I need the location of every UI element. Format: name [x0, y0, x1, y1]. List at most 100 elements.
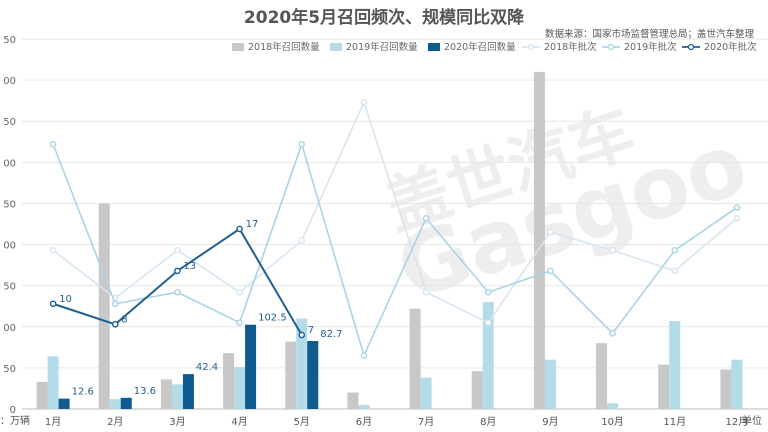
bar [720, 369, 732, 409]
series-line [52, 141, 738, 358]
watermark-logo: 盖世汽车 Gasgoo [377, 96, 758, 320]
line-point [609, 330, 616, 337]
legend-label: 2020年召回数量 [444, 41, 516, 53]
bar [182, 374, 194, 409]
x-tick-label: 1月 [45, 416, 61, 428]
line-point [298, 331, 306, 339]
bar [358, 404, 370, 409]
line-point [111, 321, 119, 328]
x-tick-label: 6月 [356, 416, 372, 428]
x-tick-label: 12月 [726, 416, 749, 428]
bar [160, 379, 172, 409]
bar [420, 377, 432, 409]
bar [98, 203, 110, 409]
x-axis: 1月 2月 3月 4月 5月 6月 7月 8月 9月 10月 11月 12月 [45, 416, 748, 428]
bar-data-label: 102.5 [258, 313, 287, 324]
bar [607, 403, 619, 409]
x-tick-label: 3月 [169, 416, 185, 428]
left-unit-label: ：万辆 [0, 414, 30, 427]
legend-marker [527, 43, 535, 51]
chart-title: 2020年5月召回频次、规模同比双降 [243, 8, 525, 28]
legend-label: 2018年批次 [544, 41, 597, 53]
line-point [422, 214, 430, 222]
y-axis: 50 00 50 00 50 00 50 00 50 0 [3, 35, 16, 416]
line-point [360, 99, 368, 106]
line-point [298, 140, 306, 148]
line-point [733, 214, 741, 222]
legend-swatch [232, 43, 244, 51]
x-tick-label: 8月 [480, 416, 496, 428]
line-point [671, 247, 679, 254]
line-point [547, 267, 554, 275]
bar-data-label: 12.6 [72, 387, 94, 398]
line-point [174, 288, 181, 296]
bar [109, 399, 121, 409]
line-point [49, 140, 57, 148]
x-tick-label: 5月 [294, 416, 310, 428]
line-data-label: 8 [121, 314, 127, 325]
y-tick-label: 00 [3, 241, 16, 252]
bar [482, 302, 494, 409]
line-point [422, 288, 430, 296]
line-data-label: 10 [59, 294, 72, 305]
bar [245, 324, 257, 409]
bar [669, 321, 681, 409]
line-point [671, 267, 679, 275]
series-line [52, 100, 738, 324]
line-point [174, 267, 181, 275]
bar [285, 341, 297, 409]
bar [47, 356, 59, 409]
legend-swatch [330, 43, 342, 51]
line-point [547, 228, 554, 236]
data-source-note: 数据来源：国家市场监督管理总局；盖世汽车整理 [544, 29, 754, 40]
bar-data-label: 42.4 [196, 362, 218, 373]
bar [36, 381, 48, 409]
line-point [236, 319, 243, 326]
line-point [236, 288, 243, 296]
x-tick-label: 4月 [231, 416, 247, 428]
gridlines [22, 38, 768, 410]
bar [120, 397, 132, 409]
bar [409, 308, 421, 409]
legend-label: 2020年批次 [704, 41, 757, 53]
y-tick-label: 0 [10, 405, 16, 416]
x-tick-label: 11月 [663, 416, 686, 428]
x-tick-label: 2月 [107, 416, 123, 428]
line-point [484, 319, 492, 326]
bar [533, 71, 545, 409]
bar [347, 392, 359, 409]
line-point [609, 247, 616, 254]
line-data-label: 7 [308, 325, 314, 336]
y-tick-label: 50 [3, 117, 16, 128]
y-tick-label: 50 [3, 199, 16, 210]
bar [658, 364, 670, 409]
bar [307, 341, 319, 409]
y-tick-label: 00 [3, 158, 16, 169]
legend-label: 2018年召回数量 [248, 41, 320, 53]
bar-data-label: 82.7 [320, 329, 342, 340]
line-point [484, 288, 492, 296]
bar [296, 318, 308, 409]
line-point [733, 204, 741, 211]
bar [596, 343, 608, 409]
x-tick-label: 10月 [601, 416, 624, 428]
bar [171, 384, 183, 409]
legend-marker [687, 43, 695, 51]
x-tick-label: 9月 [542, 416, 558, 428]
legend: 2018年召回数量 2019年召回数量 2020年召回数量 2018年批次 2019年批… [232, 41, 757, 53]
line-point [236, 225, 243, 233]
right-unit-label: 单位 [742, 414, 762, 427]
bar [471, 371, 483, 409]
y-tick-label: 50 [3, 282, 16, 293]
line-data-label: 17 [246, 219, 259, 230]
legend-label: 2019年批次 [624, 41, 677, 53]
y-tick-label: 50 [3, 35, 16, 46]
legend-swatch [428, 43, 440, 51]
bar [58, 398, 70, 409]
line-point [174, 247, 181, 254]
bar [223, 353, 235, 409]
bar-data-label: 13.6 [134, 386, 156, 397]
line-point [298, 237, 306, 244]
bar [234, 367, 246, 409]
